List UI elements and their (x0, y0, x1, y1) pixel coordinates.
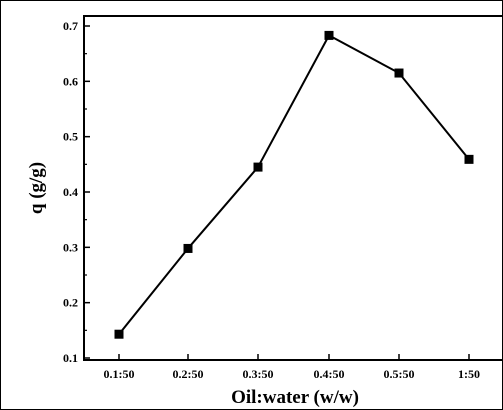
y-tick-label: 0.1 (63, 351, 78, 365)
data-point-marker (253, 162, 263, 172)
data-point-marker (114, 329, 124, 339)
data-point-marker (464, 154, 474, 164)
y-axis: 0.1 0.2 0.3 0.4 0.5 0.6 0.7 (63, 19, 90, 365)
y-tick-label: 0.5 (63, 130, 78, 144)
x-tick-label: 0.3:50 (243, 367, 274, 381)
x-tick-label: 0.5:50 (384, 367, 415, 381)
x-tick-label: 0.4:50 (314, 367, 345, 381)
series-layer (114, 30, 474, 339)
series-line (118, 34, 470, 335)
y-tick-label: 0.3 (63, 240, 78, 254)
data-point-marker (183, 243, 193, 253)
x-tick-label: 0.1:50 (104, 367, 135, 381)
y-tick-label: 0.4 (63, 185, 78, 199)
x-tick-label: 0.2:50 (173, 367, 204, 381)
data-point-marker (324, 30, 334, 40)
y-tick-label: 0.7 (63, 19, 78, 33)
y-tick-label: 0.2 (63, 296, 78, 310)
data-point-marker (394, 68, 404, 78)
plot-area (83, 15, 503, 361)
x-axis-title: Oil:water (w/w) (231, 387, 359, 408)
x-tick-label: 1:50 (458, 367, 480, 381)
y-axis-title: q (g/g) (26, 162, 47, 214)
y-tick-label: 0.6 (63, 74, 78, 88)
x-axis: 0.1:50 0.2:50 0.3:50 0.4:50 0.5:50 1:50 (104, 354, 480, 381)
